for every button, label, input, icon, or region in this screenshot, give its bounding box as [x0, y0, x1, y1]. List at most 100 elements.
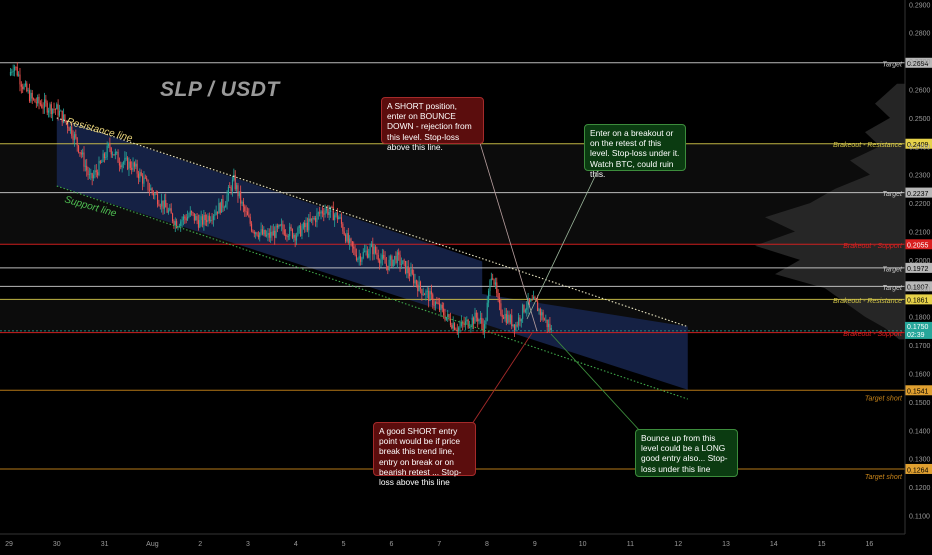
candle-body[interactable] — [23, 85, 25, 90]
candle-body[interactable] — [270, 231, 272, 238]
candle-body[interactable] — [219, 203, 221, 213]
candle-body[interactable] — [129, 161, 131, 168]
candle-body[interactable] — [144, 177, 146, 179]
candle-body[interactable] — [264, 229, 266, 237]
candle-body[interactable] — [471, 317, 473, 326]
candle-body[interactable] — [448, 314, 450, 319]
candle-body[interactable] — [477, 317, 479, 322]
candle-body[interactable] — [379, 260, 381, 264]
candle-body[interactable] — [369, 246, 371, 254]
candle-body[interactable] — [38, 96, 40, 104]
candle-body[interactable] — [497, 292, 499, 299]
candle-body[interactable] — [83, 152, 85, 167]
candle-body[interactable] — [91, 173, 93, 179]
candle-body[interactable] — [528, 298, 531, 302]
candle-body[interactable] — [459, 325, 461, 328]
candle-body[interactable] — [507, 314, 509, 323]
candle-body[interactable] — [493, 279, 495, 285]
candle-body[interactable] — [60, 110, 62, 112]
candle-body[interactable] — [330, 206, 332, 212]
candle-body[interactable] — [413, 273, 415, 284]
candle-body[interactable] — [439, 303, 441, 311]
candle-body[interactable] — [227, 187, 229, 196]
candle-body[interactable] — [75, 134, 77, 138]
candle-body[interactable] — [165, 200, 167, 208]
candle-body[interactable] — [350, 238, 352, 242]
candle-body[interactable] — [33, 98, 35, 100]
candle-body[interactable] — [231, 179, 234, 192]
candle-body[interactable] — [443, 308, 445, 316]
candle-body[interactable] — [105, 157, 107, 158]
candle-body[interactable] — [200, 216, 202, 221]
candle-body[interactable] — [267, 233, 269, 236]
candle-body[interactable] — [82, 152, 84, 155]
candle-body[interactable] — [466, 319, 468, 322]
candle-body[interactable] — [345, 234, 347, 242]
candle-body[interactable] — [245, 211, 247, 212]
candle-body[interactable] — [313, 218, 315, 220]
candle-body[interactable] — [373, 246, 375, 255]
candle-body[interactable] — [411, 269, 413, 274]
candle-body[interactable] — [158, 204, 160, 206]
candle-body[interactable] — [102, 153, 104, 162]
candle-body[interactable] — [15, 66, 17, 68]
candle-body[interactable] — [69, 126, 71, 131]
candle-body[interactable] — [174, 221, 176, 226]
candle-body[interactable] — [500, 303, 502, 315]
candle-body[interactable] — [97, 172, 99, 176]
candle-body[interactable] — [419, 281, 422, 290]
candle-body[interactable] — [534, 296, 536, 299]
candle-body[interactable] — [109, 143, 111, 149]
candle-body[interactable] — [549, 323, 551, 331]
candle-body[interactable] — [240, 191, 242, 204]
candle-body[interactable] — [464, 321, 466, 326]
candle-body[interactable] — [336, 212, 338, 220]
candle-body[interactable] — [246, 211, 249, 216]
candle-body[interactable] — [512, 324, 514, 327]
candle-body[interactable] — [87, 170, 89, 175]
candle-body[interactable] — [392, 259, 394, 267]
candle-body[interactable] — [473, 317, 475, 324]
candle-body[interactable] — [406, 266, 408, 274]
candle-body[interactable] — [417, 284, 419, 292]
candle-body[interactable] — [300, 225, 302, 237]
candle-body[interactable] — [432, 294, 434, 306]
candle-body[interactable] — [387, 265, 389, 270]
candle-body[interactable] — [274, 230, 276, 238]
candle-body[interactable] — [230, 187, 232, 192]
candle-body[interactable] — [43, 99, 46, 108]
candle-body[interactable] — [72, 135, 74, 141]
candle-body[interactable] — [34, 99, 36, 103]
candle-body[interactable] — [489, 280, 491, 291]
candle-body[interactable] — [490, 278, 492, 281]
candle-body[interactable] — [324, 210, 326, 215]
candle-body[interactable] — [315, 218, 317, 223]
candle-body[interactable] — [310, 218, 313, 221]
candle-body[interactable] — [31, 92, 33, 99]
candle-body[interactable] — [206, 220, 208, 223]
candle-body[interactable] — [163, 200, 165, 209]
candle-body[interactable] — [157, 194, 159, 205]
candle-body[interactable] — [522, 304, 524, 319]
candle-body[interactable] — [295, 235, 298, 241]
candle-body[interactable] — [467, 319, 469, 328]
candle-body[interactable] — [218, 203, 220, 214]
candle-body[interactable] — [298, 225, 300, 228]
candle-body[interactable] — [475, 312, 477, 318]
candle-body[interactable] — [199, 220, 201, 228]
candle-body[interactable] — [128, 161, 130, 170]
candle-body[interactable] — [504, 313, 506, 319]
candle-body[interactable] — [154, 193, 156, 196]
candle-body[interactable] — [388, 259, 390, 270]
candle-body[interactable] — [79, 152, 81, 153]
candle-body[interactable] — [120, 165, 122, 168]
candle-body[interactable] — [328, 211, 330, 215]
candle-body[interactable] — [346, 233, 348, 242]
candle-body[interactable] — [404, 260, 407, 274]
candle-body[interactable] — [301, 228, 303, 237]
candle-body[interactable] — [90, 173, 92, 175]
candle-body[interactable] — [196, 216, 198, 221]
candle-body[interactable] — [57, 104, 59, 116]
candle-body[interactable] — [338, 217, 340, 220]
